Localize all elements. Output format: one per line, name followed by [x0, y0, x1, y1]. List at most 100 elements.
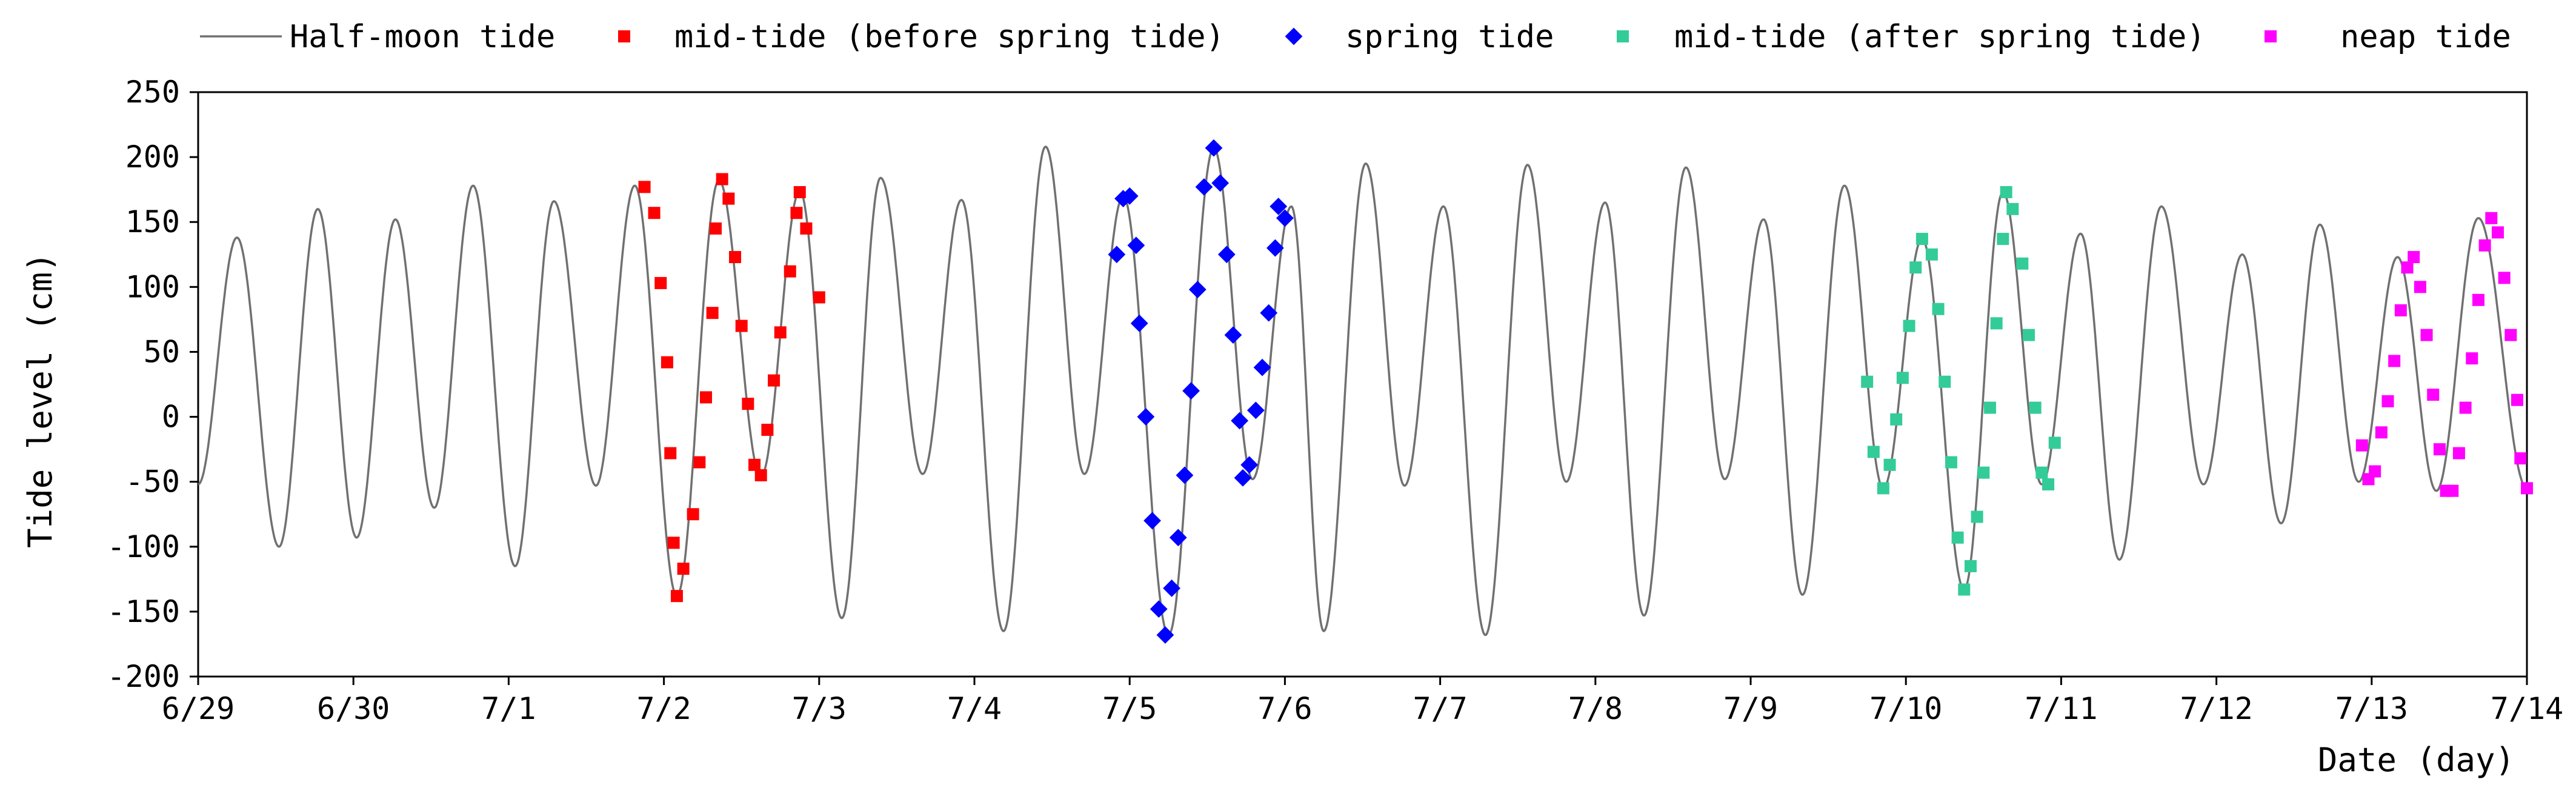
- data-point: [742, 398, 754, 410]
- data-point: [2042, 478, 2055, 490]
- data-point: [2466, 352, 2478, 365]
- data-point: [661, 356, 673, 369]
- data-point: [754, 469, 767, 481]
- y-axis-title: Tide level (cm): [21, 252, 59, 548]
- data-point: [706, 307, 719, 319]
- data-point: [784, 265, 796, 278]
- data-point: [748, 458, 761, 471]
- data-point: [687, 508, 699, 521]
- data-point: [2000, 186, 2012, 198]
- marker-series-4: [2355, 212, 2533, 497]
- y-tick-label: 0: [162, 400, 180, 435]
- y-tick-label: 150: [125, 204, 180, 239]
- data-point: [729, 251, 742, 264]
- data-point: [1114, 190, 1132, 208]
- data-point: [1260, 304, 1278, 322]
- data-point: [1997, 233, 2009, 246]
- data-point: [1156, 626, 1174, 644]
- data-point: [2016, 257, 2029, 270]
- data-point: [1266, 239, 1284, 257]
- data-point: [2504, 329, 2517, 341]
- y-tick-label: 250: [125, 75, 180, 110]
- legend-label: Half-moon tide: [290, 19, 555, 55]
- data-point: [2446, 484, 2459, 497]
- data-point: [1890, 413, 1903, 426]
- legend-label: neap tide: [2340, 19, 2511, 55]
- data-point: [716, 173, 728, 186]
- y-tick-label: -200: [107, 659, 180, 694]
- x-tick-label: 7/10: [1869, 691, 1942, 726]
- data-point: [1990, 317, 2003, 330]
- x-tick-label: 7/1: [481, 691, 536, 726]
- legend-label: mid-tide (before spring tide): [674, 19, 1225, 55]
- data-point: [677, 563, 690, 575]
- plot-frame: [197, 91, 2528, 678]
- data-point: [1130, 314, 1148, 332]
- data-point: [813, 291, 825, 304]
- data-point: [2511, 393, 2523, 406]
- data-point: [1176, 466, 1194, 484]
- data-point: [2048, 436, 2061, 449]
- data-point: [1971, 510, 1983, 523]
- data-point: [2394, 304, 2407, 316]
- x-tick-label: 7/8: [1568, 691, 1623, 726]
- data-point: [1958, 583, 1971, 596]
- data-point: [2472, 293, 2484, 306]
- data-point: [2433, 443, 2446, 456]
- data-point: [1867, 446, 1880, 458]
- data-point: [1240, 456, 1259, 474]
- data-point: [1108, 246, 1126, 264]
- data-point: [2401, 261, 2414, 274]
- data-point: [722, 192, 735, 205]
- y-tick-label: -50: [125, 464, 180, 500]
- x-tick-label: 7/4: [947, 691, 1002, 726]
- data-point: [1188, 281, 1206, 299]
- data-point: [1877, 482, 1889, 495]
- data-point: [1861, 375, 1874, 388]
- data-point: [2485, 212, 2498, 224]
- legend-marker: [1617, 30, 1629, 42]
- data-point: [2420, 329, 2433, 341]
- x-tick-label: 7/9: [1723, 691, 1778, 726]
- data-point: [2375, 426, 2388, 439]
- data-point: [790, 207, 803, 219]
- data-point: [1903, 319, 1915, 332]
- legend-marker: [618, 30, 630, 42]
- data-point: [2414, 281, 2426, 293]
- x-tick-label: 7/13: [2335, 691, 2408, 726]
- data-point: [638, 181, 651, 193]
- legend-label: mid-tide (after spring tide): [1674, 19, 2206, 55]
- data-point: [2427, 389, 2440, 401]
- data-point: [693, 456, 706, 469]
- data-point: [2381, 395, 2394, 407]
- data-point: [2491, 226, 2504, 239]
- data-point: [2498, 272, 2511, 284]
- marker-series-2: [1108, 139, 1294, 644]
- x-tick-label: 6/30: [317, 691, 390, 726]
- data-point: [1951, 531, 1964, 544]
- legend-marker: [2265, 30, 2277, 42]
- data-point: [1217, 246, 1236, 264]
- legend-label: spring tide: [1345, 19, 1554, 55]
- data-point: [1231, 412, 1249, 430]
- data-point: [2478, 239, 2491, 252]
- data-point: [710, 222, 722, 235]
- plot-area-border: [197, 91, 2528, 678]
- x-tick-label: 7/7: [1413, 691, 1467, 726]
- data-point: [1246, 401, 1265, 420]
- legend: Half-moon tide mid-tide (before spring ti…: [200, 19, 2511, 55]
- x-tick-label: 6/29: [162, 691, 235, 726]
- data-point: [2459, 401, 2472, 414]
- data-point: [2388, 355, 2401, 367]
- y-tick-label: -150: [107, 594, 180, 629]
- y-tick-label: 50: [144, 334, 180, 369]
- data-point: [1964, 560, 1977, 572]
- data-point: [2006, 202, 2019, 215]
- axes: -200 -150 -100 -50 0 50 100 150 200 250 6/29 6/30 7/…: [107, 75, 2564, 726]
- data-point: [1253, 358, 1271, 376]
- data-point: [2514, 452, 2527, 465]
- data-point: [654, 276, 667, 289]
- data-point: [1205, 139, 1223, 157]
